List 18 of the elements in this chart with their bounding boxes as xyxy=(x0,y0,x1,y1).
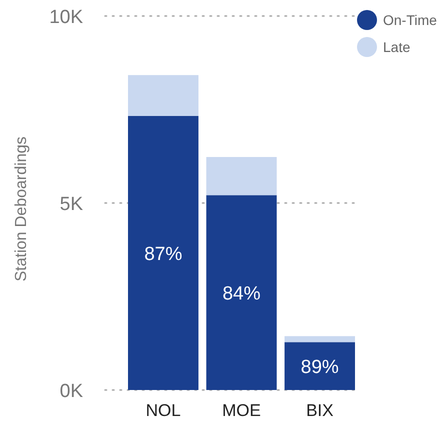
x-tick-label: NOL xyxy=(146,401,181,420)
x-tick-label: MOE xyxy=(222,401,261,420)
y-tick-label: 10K xyxy=(49,7,84,28)
bar xyxy=(284,342,355,390)
annotation: 89% xyxy=(300,357,339,378)
legend-label: Late xyxy=(383,39,410,55)
legend-label: On-Time xyxy=(383,12,438,28)
bar xyxy=(128,116,198,390)
y-axis-title: Station Deboardings xyxy=(13,136,30,282)
bar xyxy=(206,195,277,390)
bar xyxy=(284,336,355,342)
y-tick-label: 5K xyxy=(60,194,84,215)
x-tick-label: BIX xyxy=(306,401,334,420)
annotation: 87% xyxy=(144,244,182,265)
bar xyxy=(128,75,198,116)
bar xyxy=(206,157,277,196)
annotation: 84% xyxy=(222,284,261,305)
y-tick-label: 0K xyxy=(60,381,84,402)
